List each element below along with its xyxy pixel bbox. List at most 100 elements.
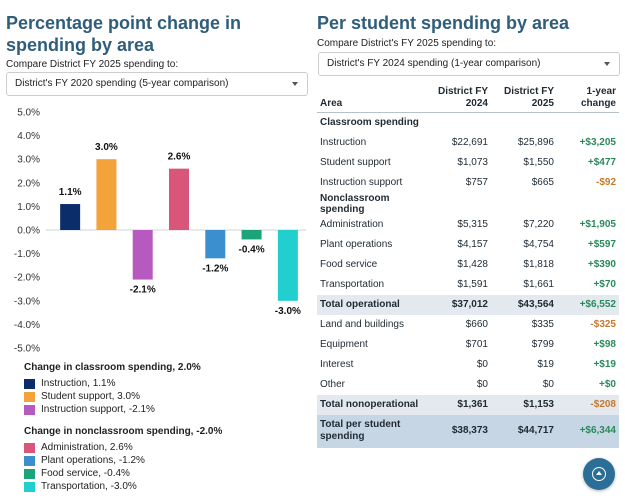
area-cell: Interest (320, 359, 354, 370)
total-row: Total operational $37,012 $43,564 +$6,552 (317, 294, 619, 315)
legend-swatch (24, 442, 35, 453)
table-header-row: Area District FY 2024 District FY 2025 1… (317, 86, 619, 113)
fy2025-cell: $799 (531, 339, 554, 350)
section-header-row: Classroom spending (317, 113, 619, 133)
fy2024-cell: $37,012 (425, 294, 491, 315)
legend-swatch (24, 455, 35, 466)
change-cell: +$98 (593, 339, 616, 350)
fy2025-cell: $43,564 (491, 294, 557, 315)
table-row: Administration $5,315 $7,220 +$1,905 (317, 215, 619, 235)
legend-item: Plant operations, -1.2% (24, 454, 314, 467)
fy2024-cell: $757 (465, 177, 488, 188)
fy2025-cell: $0 (542, 379, 554, 390)
bar-value-label: 2.6% (168, 152, 191, 163)
change-cell (557, 113, 619, 133)
table-row: Transportation $1,591 $1,661 +$70 (317, 275, 619, 295)
y-tick-label: -5.0% (14, 344, 40, 355)
area-cell: Other (320, 379, 346, 390)
area-cell: Total operational (317, 294, 425, 315)
fy2024-cell: $1,591 (457, 279, 488, 290)
fy2025-cell: $1,550 (523, 157, 554, 168)
total-row: Total per student spending $38,373 $44,717… (317, 414, 619, 448)
area-cell: Transportation (320, 279, 385, 290)
bar-value-label: 1.1% (59, 187, 82, 198)
table-row: Plant operations $4,157 $4,754 +$597 (317, 235, 619, 255)
chart-comparison-select[interactable]: District's FY 2020 spending (5-year comp… (6, 72, 308, 96)
table-comparison-select[interactable]: District's FY 2024 spending (1-year comp… (318, 52, 620, 76)
table-comparison-select-value: District's FY 2024 spending (1-year comp… (327, 58, 541, 69)
change-cell: +$477 (587, 157, 616, 168)
bar-administration (169, 168, 189, 230)
area-cell: Administration (320, 219, 384, 230)
area-cell: Total per student spending (317, 414, 425, 448)
chevron-down-icon (604, 62, 610, 66)
area-cell: Equipment (320, 339, 368, 350)
y-tick-label: 0.0% (17, 226, 40, 237)
y-tick-label: 1.0% (17, 202, 40, 213)
legend-label: Plant operations, -1.2% (41, 455, 145, 466)
table-panel-title: Per student spending by area (317, 13, 570, 33)
fy2024-cell: $1,428 (457, 259, 488, 270)
legend-item: Food service, -0.4% (24, 467, 314, 480)
fy2024-cell: $4,157 (457, 239, 488, 250)
area-cell: Plant operations (320, 239, 393, 250)
bar-student-support (96, 159, 117, 230)
fy2024-cell: $0 (476, 359, 488, 370)
bar-value-label: -2.1% (130, 285, 156, 296)
chart-comparison-select-value: District's FY 2020 spending (5-year comp… (15, 78, 229, 89)
change-cell: -$325 (590, 319, 616, 330)
table-row: Instruction support $757 $665 -$92 (317, 173, 619, 193)
legend-label: Instruction, 1.1% (41, 378, 116, 389)
change-cell: +$6,344 (557, 414, 619, 448)
area-cell: Instruction support (320, 177, 403, 188)
table-row: Land and buildings $660 $335 -$325 (317, 315, 619, 335)
legend-swatch (24, 378, 35, 389)
scroll-to-top-button[interactable] (583, 458, 615, 490)
fy2025-cell: $335 (531, 319, 554, 330)
area-cell: Instruction (320, 137, 367, 148)
table-row: Interest $0 $19 +$19 (317, 355, 619, 375)
fy2025-cell: $7,220 (523, 219, 554, 230)
change-cell: -$208 (557, 394, 619, 415)
change-cell: +$1,905 (579, 219, 616, 230)
area-cell: Land and buildings (320, 319, 404, 330)
chart-compare-label: Compare District FY 2025 spending to: (6, 59, 179, 70)
table-row: Food service $1,428 $1,818 +$390 (317, 255, 619, 275)
fy2024-cell: $22,691 (451, 137, 488, 148)
change-cell: +$597 (587, 239, 616, 250)
legend-label: Administration, 2.6% (41, 442, 133, 453)
y-tick-label: -3.0% (14, 296, 40, 307)
fy2024-cell: $1,073 (457, 157, 488, 168)
area-cell: Student support (320, 157, 391, 168)
area-cell: Classroom spending (320, 117, 419, 129)
fy2025-cell: $25,896 (517, 137, 554, 148)
fy2024-cell (425, 113, 491, 133)
bar-instruction (60, 204, 81, 230)
fy2024-cell (425, 193, 491, 215)
legend-item: Student support, 3.0% (24, 390, 314, 403)
legend-swatch (24, 391, 35, 402)
table-row: Other $0 $0 +$0 (317, 375, 619, 395)
bar-food-service (241, 230, 262, 240)
per-student-spending-panel: Per student spending by area Compare Dis… (317, 0, 621, 500)
fy2025-cell: $44,717 (491, 414, 557, 448)
chart-legend: Change in classroom spending, 2.0% Instru… (24, 362, 314, 493)
fy2024-cell: $0 (476, 379, 488, 390)
legend-swatch (24, 481, 35, 492)
bar-plant-operations (205, 230, 226, 259)
change-cell: +$390 (587, 259, 616, 270)
y-tick-label: 2.0% (17, 178, 40, 189)
bar-instruction-support (132, 230, 153, 280)
fy2025-cell: $1,818 (523, 259, 554, 270)
fy2025-cell: $1,661 (523, 279, 554, 290)
fy2025-cell: $1,153 (491, 394, 557, 415)
change-cell: -$92 (595, 177, 616, 188)
legend-item: Administration, 2.6% (24, 441, 314, 454)
legend-item: Instruction, 1.1% (24, 377, 314, 390)
percentage-change-bar-chart: 5.0% 4.0% 3.0% 2.0% 1.0% 0.0% -1.0% -2.0% -3.0% -… (14, 108, 306, 355)
fy2025-cell: $19 (537, 359, 554, 370)
change-cell: +$70 (593, 279, 616, 290)
bar-transportation (277, 230, 298, 301)
fy2024-cell: $660 (465, 319, 488, 330)
legend-label: Student support, 3.0% (41, 391, 140, 402)
